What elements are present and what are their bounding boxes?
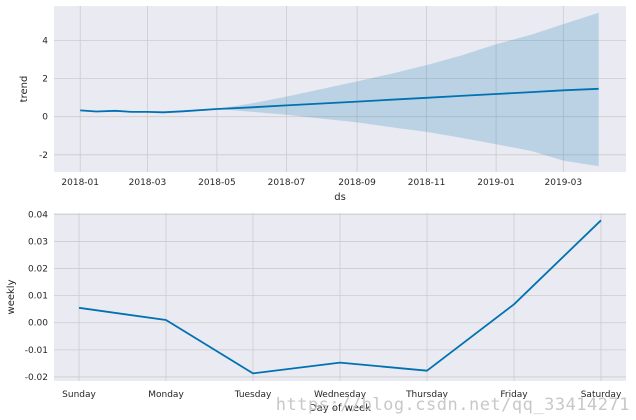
trend-x-tick-label: 2018-01: [61, 178, 99, 188]
weekly-x-axis-label: Day of week: [309, 403, 371, 414]
trend-x-tick-label: 2018-09: [338, 178, 376, 188]
trend-x-tick-label: 2019-01: [477, 178, 515, 188]
weekly-y-axis-label: weekly: [6, 279, 17, 314]
trend-x-tick-label: 2019-03: [545, 178, 583, 188]
weekly-x-tick-label: Sunday: [62, 390, 96, 400]
trend-y-tick-label: 0: [42, 113, 48, 123]
watermark-text: https://blog.csdn.net/qq_33414271: [276, 395, 630, 415]
weekly-x-tick-labels: Sunday Monday Tuesday Wednesday Thursday Frid…: [62, 390, 622, 400]
weekly-x-tick-label: Monday: [148, 390, 184, 400]
trend-gridlines: [54, 6, 626, 172]
trend-x-tick-label: 2018-07: [268, 178, 306, 188]
weekly-y-tick-label: 0.00: [28, 319, 48, 329]
weekly-chart: Sunday Monday Tuesday Wednesday Thursday Frid…: [6, 210, 626, 414]
weekly-y-tick-label: 0.01: [28, 292, 48, 302]
weekly-x-tick-label: Tuesday: [234, 390, 272, 400]
trend-uncertainty-band: [216, 12, 599, 167]
trend-x-tick-label: 2018-05: [198, 178, 236, 188]
trend-x-tick-label: 2018-03: [129, 178, 167, 188]
weekly-y-tick-label: 0.03: [28, 237, 48, 247]
weekly-gridlines: [54, 213, 626, 381]
weekly-y-tick-label: 0.02: [28, 265, 48, 275]
trend-x-tick-label: 2018-11: [408, 178, 446, 188]
trend-y-tick-label: 4: [42, 36, 48, 46]
weekly-line: [78, 219, 602, 375]
weekly-y-tick-label: -0.02: [25, 373, 48, 383]
trend-y-tick-labels: -2 0 2 4: [39, 36, 48, 160]
weekly-series: [78, 219, 602, 375]
trend-y-tick-label: -2: [39, 151, 48, 161]
weekly-x-tick-label: Saturday: [581, 390, 622, 400]
trend-plot-area: [54, 6, 626, 172]
trend-chart: 2018-01 2018-03 2018-05 2018-07 2018-09 2018-…: [19, 6, 626, 203]
trend-y-tick-label: 2: [42, 75, 48, 85]
trend-x-axis-label: ds: [334, 192, 346, 203]
weekly-y-tick-label: -0.01: [25, 346, 48, 356]
weekly-x-tick-label: Wednesday: [314, 390, 367, 400]
trend-y-axis-label: trend: [19, 76, 30, 103]
trend-line: [80, 87, 599, 114]
weekly-x-tick-label: Friday: [500, 390, 528, 400]
weekly-x-tick-label: Thursday: [405, 390, 449, 400]
trend-x-tick-labels: 2018-01 2018-03 2018-05 2018-07 2018-09 2018-…: [61, 178, 582, 188]
trend-series: [80, 87, 599, 114]
weekly-y-tick-labels: -0.02 -0.01 0.00 0.01 0.02 0.03 0.04: [25, 210, 49, 383]
weekly-y-tick-label: 0.04: [28, 210, 48, 220]
